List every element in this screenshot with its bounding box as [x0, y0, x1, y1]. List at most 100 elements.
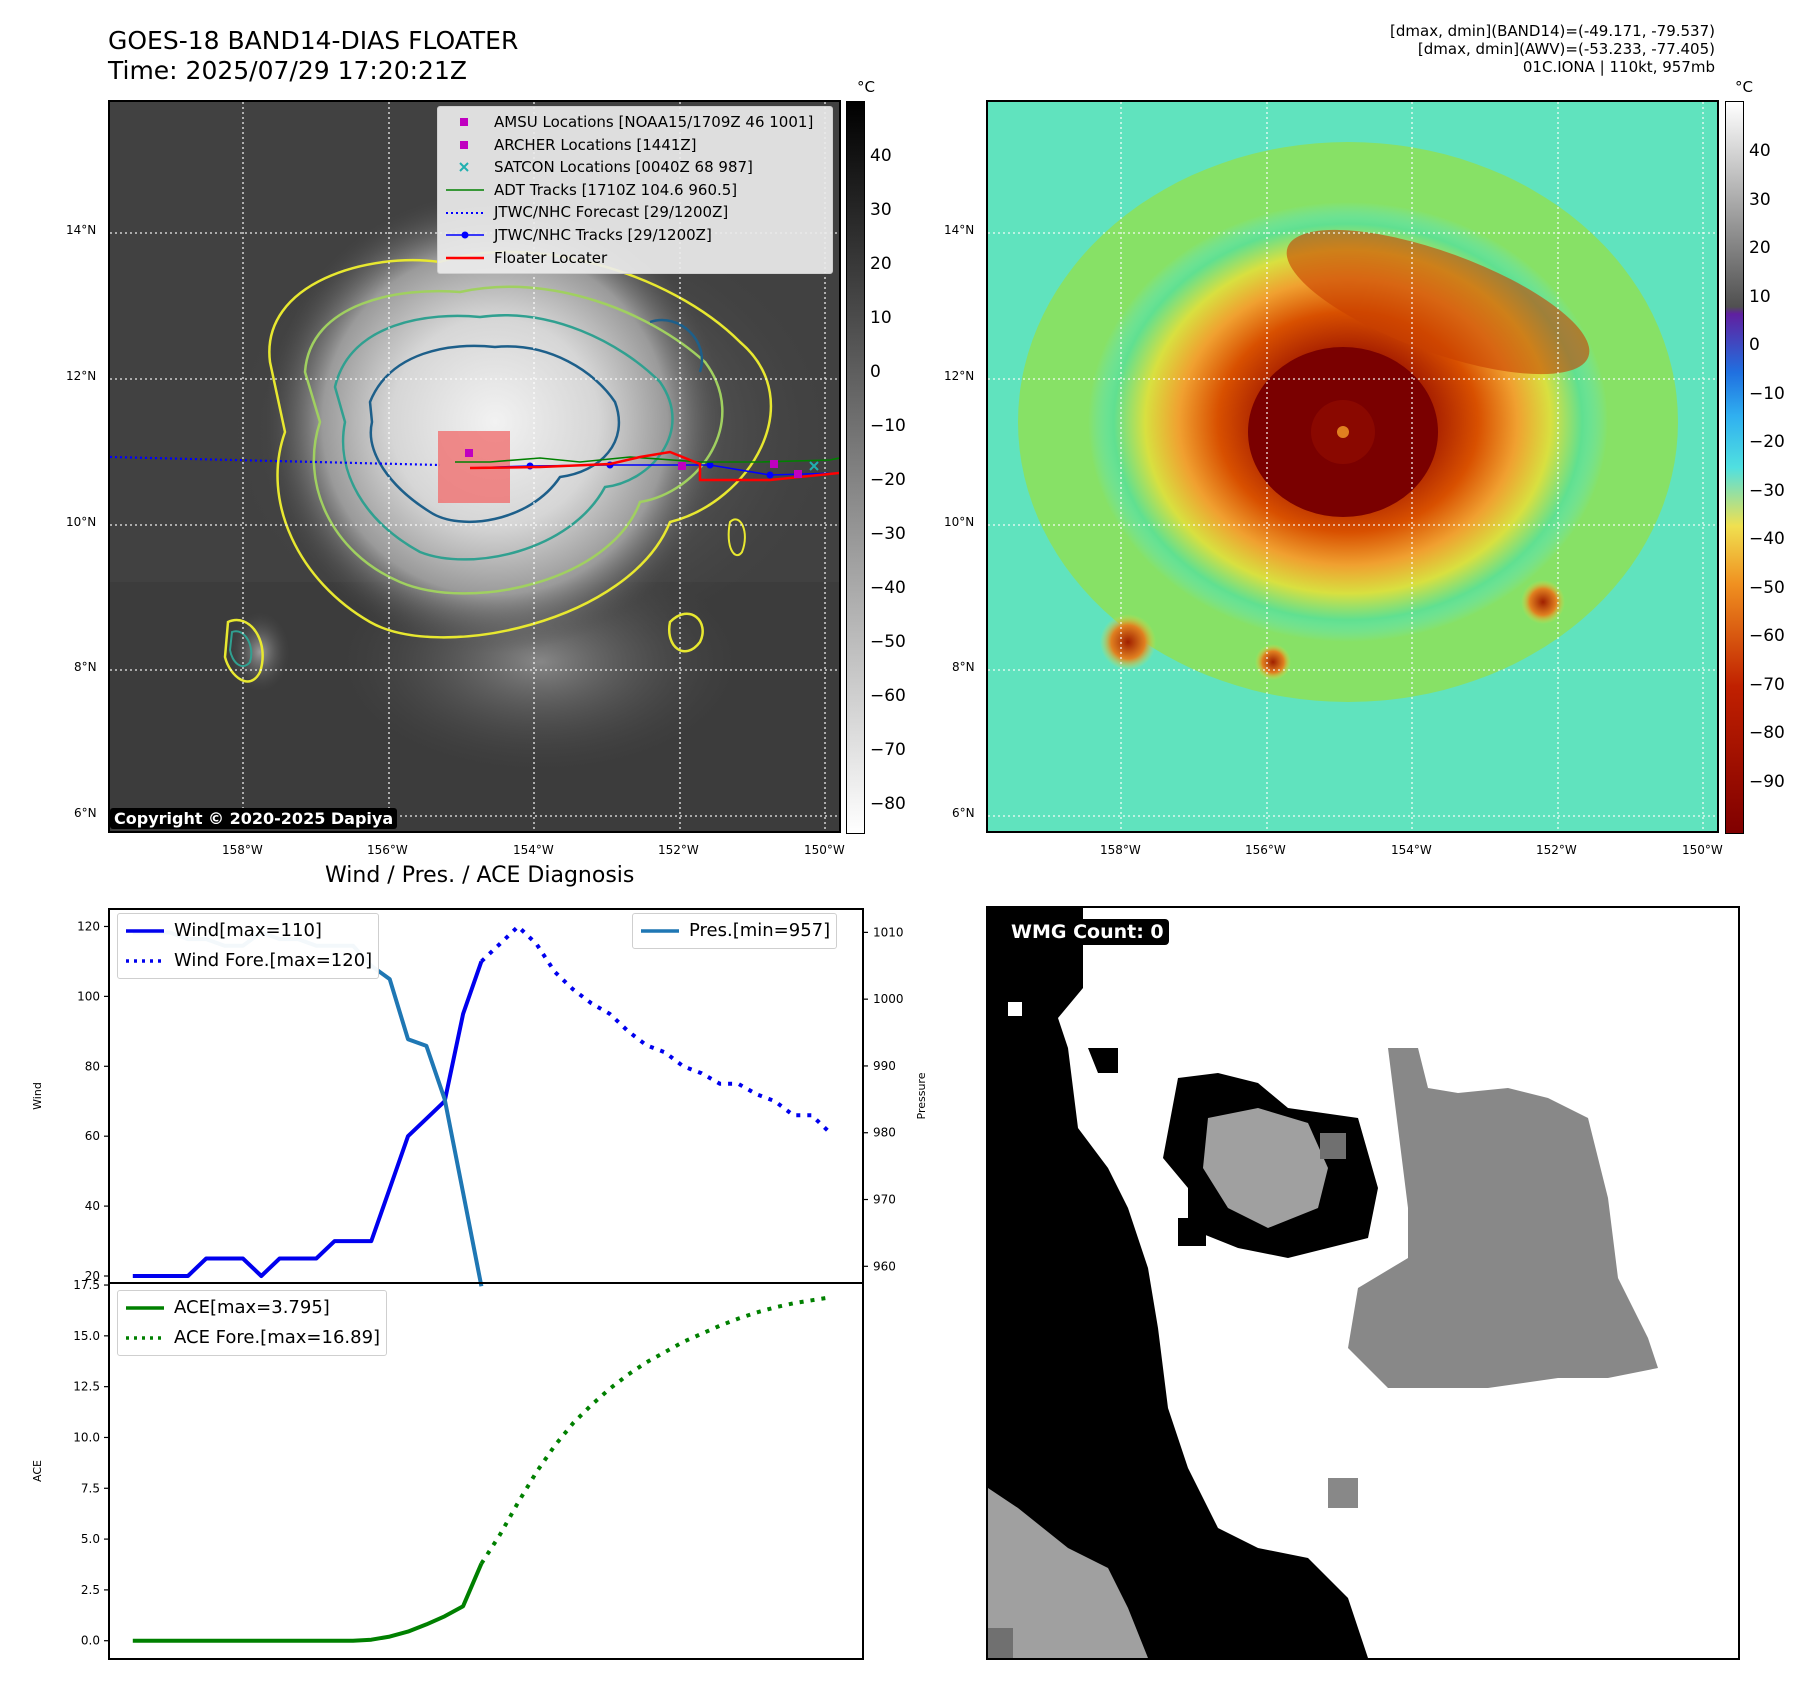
- cb-left-tick: −50: [870, 632, 906, 652]
- series-line: [132, 960, 484, 1278]
- info-line-3: 01C.IONA | 110kt, 957mb: [1522, 58, 1715, 76]
- legend-label: ADT Tracks [1710Z 104.6 960.5]: [494, 180, 738, 199]
- y-tick-label: 2.5: [81, 1583, 100, 1597]
- legend-wind: Wind[max=110]: [174, 920, 322, 941]
- y-tick-label: 7.5: [81, 1481, 100, 1495]
- cb-left-tick: 0: [870, 362, 881, 382]
- cb-right-tick: 20: [1749, 238, 1771, 258]
- legend-ace: ACE[max=3.795]: [174, 1297, 330, 1318]
- awv-imagery: [988, 102, 1717, 831]
- map-legend: AMSU Locations [NOAA15/1709Z 46 1001] ARC…: [437, 106, 833, 274]
- cb-right-tick: −10: [1749, 384, 1785, 404]
- y-tick-label: 60: [85, 1129, 100, 1143]
- colorbar-unit-right: °C: [1735, 78, 1753, 96]
- awv-satellite-map: [986, 100, 1719, 833]
- cb-right-tick: −60: [1749, 626, 1785, 646]
- cb-right-tick: 10: [1749, 287, 1771, 307]
- legend-key: [446, 211, 484, 214]
- legend-label: ARCHER Locations [1441Z]: [494, 135, 697, 154]
- lat-label-14n-right: 14°N: [944, 223, 975, 237]
- panel-title: GOES-18 BAND14-DIAS FLOATER Time: 2025/0…: [108, 26, 518, 86]
- wind-legend: Wind[max=110] Wind Fore.[max=120]: [117, 913, 380, 979]
- ir-satellite-map: Copyright © 2020-2025 Dapiya: [108, 100, 841, 833]
- y-right-tick-label: 1010: [873, 925, 904, 939]
- cb-right-tick: −80: [1749, 723, 1785, 743]
- cb-left-tick: 40: [870, 146, 892, 166]
- y-tick-label: 120: [77, 919, 100, 933]
- cb-left-tick: −60: [870, 686, 906, 706]
- series-line: [132, 930, 484, 1287]
- cb-left-tick: −80: [870, 794, 906, 814]
- cb-left-tick: −30: [870, 524, 906, 544]
- lat-label-12n-right: 12°N: [944, 369, 975, 383]
- y-tick-label: 0.0: [81, 1634, 100, 1648]
- cb-right-tick: −20: [1749, 432, 1785, 452]
- y-tick-label: 5.0: [81, 1532, 100, 1546]
- cb-right-tick: −40: [1749, 529, 1785, 549]
- plot-frame: [108, 1282, 864, 1660]
- lon-label-150w-right: 150°W: [1682, 843, 1723, 857]
- cb-right-tick: −50: [1749, 578, 1785, 598]
- legend-label: Floater Locater: [494, 248, 608, 267]
- lon-label-158w-right: 158°W: [1100, 843, 1141, 857]
- title-line-1: GOES-18 BAND14-DIAS FLOATER: [108, 26, 519, 55]
- ace-legend: ACE[max=3.795] ACE Fore.[max=16.89]: [117, 1290, 388, 1356]
- lon-label-150w: 150°W: [804, 843, 845, 857]
- lat-label-8n: 8°N: [74, 660, 97, 674]
- ace-panel: 17.5 15.0 12.5 10.0 7.5 5.0 2.5 0.0 ACE: [31, 1278, 864, 1660]
- cb-right-tick: −90: [1749, 772, 1785, 792]
- ir-imagery: [110, 102, 839, 831]
- lon-label-154w: 154°W: [513, 843, 554, 857]
- cb-right-tick: 40: [1749, 141, 1771, 161]
- legend-key: [446, 189, 484, 191]
- cb-right-tick: −70: [1749, 675, 1785, 695]
- series-line: [132, 1562, 484, 1643]
- legend-wind-fore: Wind Fore.[max=120]: [174, 950, 373, 971]
- lon-label-158w: 158°W: [222, 843, 263, 857]
- lat-label-8n-right: 8°N: [952, 660, 975, 674]
- info-line-1: [dmax, dmin](BAND14)=(-49.171, -79.537): [1390, 22, 1715, 40]
- legend-ace-fore: ACE Fore.[max=16.89]: [174, 1327, 381, 1348]
- colorbar-unit-left: °C: [857, 78, 875, 96]
- legend-key: [446, 231, 484, 239]
- legend-key: [446, 256, 484, 260]
- cb-left-tick: −20: [870, 470, 906, 490]
- awv-colorbar: [1725, 101, 1744, 834]
- cb-left-tick: 30: [870, 200, 892, 220]
- lat-label-6n-right: 6°N: [952, 806, 975, 820]
- copyright-label: Copyright © 2020-2025 Dapiya: [110, 808, 398, 829]
- lat-label-6n: 6°N: [74, 806, 97, 820]
- legend-label: JTWC/NHC Forecast [29/1200Z]: [494, 203, 729, 222]
- lat-label-12n: 12°N: [66, 369, 97, 383]
- y-axis-label: Wind: [31, 1082, 44, 1110]
- legend-item: AMSU Locations [NOAA15/1709Z 46 1001]: [444, 111, 826, 134]
- cb-left-tick: −10: [870, 416, 906, 436]
- lon-label-154w-right: 154°W: [1391, 843, 1432, 857]
- legend-item: JTWC/NHC Forecast [29/1200Z]: [444, 201, 826, 224]
- y-right-tick-label: 970: [873, 1193, 896, 1207]
- wmg-image: [988, 908, 1658, 1658]
- cb-right-tick: −30: [1749, 481, 1785, 501]
- cb-right-tick: 0: [1749, 335, 1760, 355]
- info-line-2: [dmax, dmin](AWV)=(-53.233, -77.405): [1417, 40, 1715, 58]
- legend-pressure: Pres.[min=957]: [689, 920, 831, 941]
- legend-item: SATCON Locations [0040Z 68 987]: [444, 156, 826, 179]
- intensity-info: [dmax, dmin](BAND14)=(-49.171, -79.537) …: [1390, 22, 1715, 76]
- wmg-panel: WMG Count: 0: [986, 906, 1740, 1660]
- y-tick-label: 40: [85, 1199, 100, 1213]
- y-tick-label: 12.5: [73, 1380, 100, 1394]
- lat-label-10n-right: 10°N: [944, 515, 975, 529]
- legend-key: [460, 118, 468, 127]
- series-line: [480, 924, 832, 1135]
- y-right-tick-label: 960: [873, 1259, 896, 1273]
- legend-label: JTWC/NHC Tracks [29/1200Z]: [494, 225, 712, 244]
- y-tick-label: 15.0: [73, 1329, 100, 1343]
- y-right-tick-label: 1000: [873, 992, 904, 1006]
- legend-item: Floater Locater: [444, 247, 826, 270]
- y-right-tick-label: 990: [873, 1059, 896, 1073]
- legend-item: ARCHER Locations [1441Z]: [444, 134, 826, 157]
- y-axis-label: ACE: [31, 1460, 44, 1482]
- lon-label-152w-right: 152°W: [1536, 843, 1577, 857]
- legend-label: SATCON Locations [0040Z 68 987]: [494, 158, 753, 177]
- lon-label-156w-right: 156°W: [1245, 843, 1286, 857]
